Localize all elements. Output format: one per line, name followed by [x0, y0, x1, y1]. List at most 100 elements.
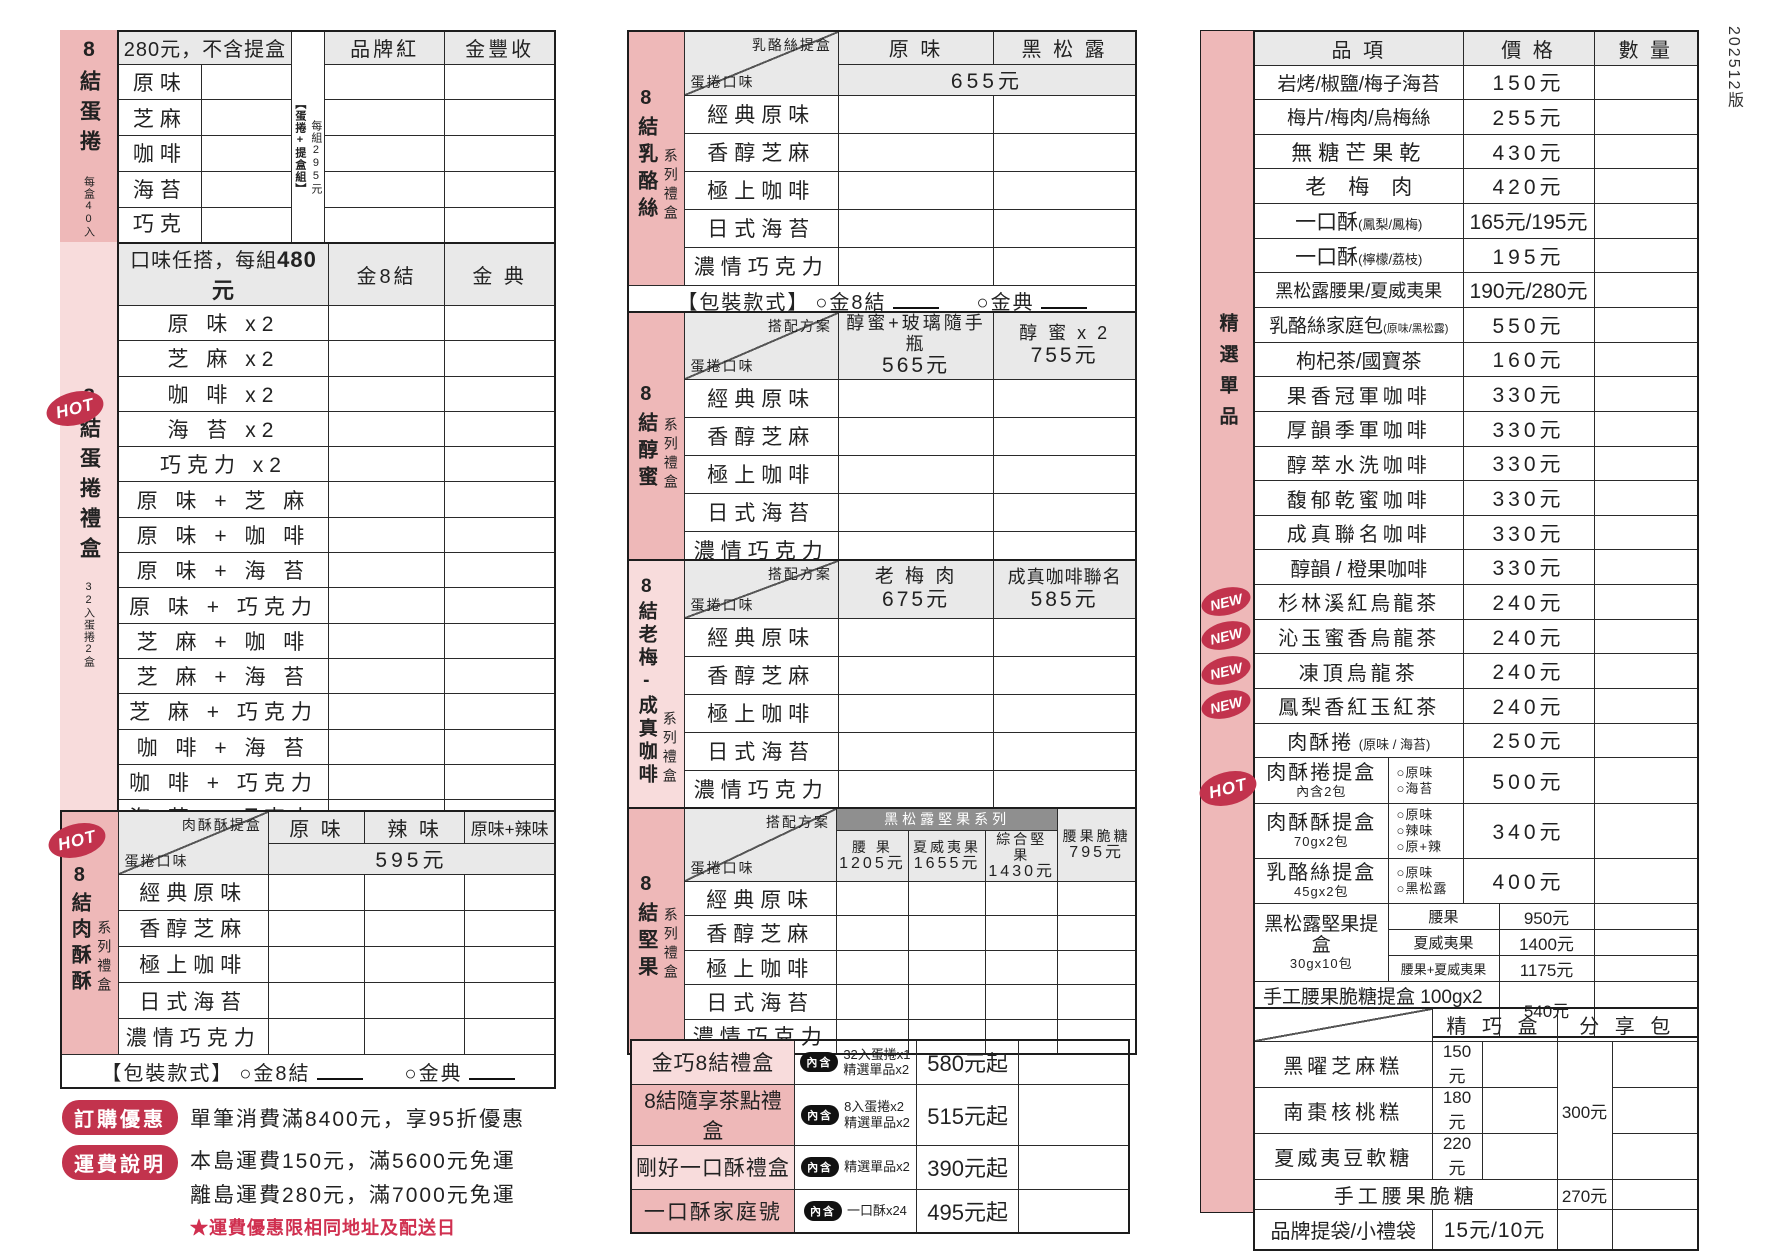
qty-cell[interactable] [1593, 549, 1699, 586]
qty-cell[interactable] [837, 378, 995, 418]
qty-cell[interactable] [327, 657, 446, 695]
qty-cell[interactable] [1593, 480, 1699, 516]
qty-cell[interactable] [327, 446, 446, 483]
packaging-option-gold8[interactable]: ○金8結 [239, 1062, 311, 1085]
qty-cell[interactable] [835, 881, 910, 917]
qty-cell[interactable] [327, 481, 446, 518]
option-truffle[interactable]: ○黑松露 [1396, 881, 1448, 897]
qty-cell[interactable] [907, 949, 987, 986]
qty-cell[interactable] [1611, 1132, 1699, 1180]
qty-cell[interactable] [1593, 757, 1699, 805]
option-mixed[interactable]: ○原+辣 [1396, 839, 1442, 855]
qty-cell[interactable] [1593, 410, 1699, 447]
qty-cell[interactable] [323, 135, 446, 172]
qty-cell[interactable] [464, 1018, 556, 1056]
qty-cell[interactable] [327, 728, 446, 765]
qty-cell[interactable] [837, 416, 995, 456]
qty-cell[interactable] [327, 552, 446, 589]
qty-cell[interactable] [444, 622, 556, 659]
qty-cell[interactable] [444, 340, 556, 377]
packaging-option-classic[interactable]: ○金典 [404, 1062, 463, 1085]
qty-cell[interactable] [1593, 803, 1699, 860]
qty-cell[interactable] [1057, 881, 1137, 917]
qty-cell[interactable] [907, 881, 987, 917]
qty-cell[interactable] [464, 873, 556, 911]
qty-cell[interactable] [1593, 514, 1699, 551]
qty-cell[interactable] [1481, 1132, 1558, 1180]
qty-cell[interactable] [1593, 133, 1699, 170]
qty-cell[interactable] [444, 99, 556, 137]
qty-cell[interactable] [1611, 1040, 1699, 1088]
qty-cell[interactable] [1556, 1208, 1613, 1251]
qty-cell[interactable] [993, 693, 1137, 733]
option-original[interactable]: ○原味 [1396, 764, 1434, 780]
qty-cell[interactable] [1018, 1188, 1130, 1234]
qty-cell[interactable] [1481, 1040, 1558, 1088]
qty-cell[interactable] [444, 657, 556, 695]
qty-cell[interactable] [1593, 376, 1699, 412]
qty-cell[interactable] [444, 693, 556, 730]
qty-cell[interactable] [993, 492, 1137, 532]
qty-cell[interactable] [444, 304, 556, 342]
qty-cell[interactable] [1611, 1208, 1699, 1251]
qty-cell[interactable] [1018, 1039, 1130, 1085]
qty-cell[interactable] [835, 984, 910, 1020]
qty-cell[interactable] [364, 982, 466, 1020]
qty-cell[interactable] [267, 945, 366, 984]
qty-cell[interactable] [837, 617, 995, 657]
qty-cell[interactable] [323, 170, 446, 208]
qty-cell[interactable] [464, 982, 556, 1020]
qty-cell[interactable] [1057, 915, 1137, 951]
qty-cell[interactable] [1593, 653, 1699, 690]
fill-in-blank[interactable] [1040, 291, 1087, 309]
qty-cell[interactable] [444, 516, 556, 554]
qty-cell[interactable] [985, 984, 1059, 1020]
qty-cell[interactable] [993, 731, 1137, 771]
qty-cell[interactable] [837, 731, 995, 771]
qty-cell[interactable] [267, 873, 366, 911]
qty-cell[interactable] [907, 984, 987, 1020]
qty-cell[interactable] [993, 769, 1137, 809]
qty-cell[interactable] [993, 378, 1137, 418]
option-original[interactable]: ○原味 [1396, 806, 1434, 822]
qty-cell[interactable] [327, 693, 446, 730]
qty-cell[interactable] [1057, 949, 1137, 986]
qty-cell[interactable] [1593, 903, 1699, 931]
qty-cell[interactable] [464, 945, 556, 984]
qty-cell[interactable] [323, 99, 446, 137]
option-spicy[interactable]: ○辣味 [1396, 823, 1434, 839]
qty-cell[interactable] [837, 655, 995, 695]
qty-cell[interactable] [1593, 955, 1699, 983]
qty-cell[interactable] [267, 1018, 366, 1056]
qty-cell[interactable] [327, 410, 446, 448]
qty-cell[interactable] [1593, 858, 1699, 905]
qty-cell[interactable] [327, 516, 446, 554]
qty-cell[interactable] [837, 170, 995, 210]
fill-in-blank[interactable] [468, 1062, 515, 1081]
qty-cell[interactable] [323, 63, 446, 101]
qty-cell[interactable] [985, 949, 1059, 986]
qty-cell[interactable] [1593, 203, 1699, 239]
qty-cell[interactable] [267, 982, 366, 1020]
qty-cell[interactable] [837, 94, 995, 134]
qty-cell[interactable] [444, 728, 556, 765]
qty-cell[interactable] [327, 622, 446, 659]
qty-cell[interactable] [985, 881, 1059, 917]
qty-cell[interactable] [993, 94, 1137, 134]
qty-cell[interactable] [837, 693, 995, 733]
qty-cell[interactable] [327, 304, 446, 342]
qty-cell[interactable] [444, 763, 556, 801]
qty-cell[interactable] [464, 909, 556, 947]
qty-cell[interactable] [364, 1018, 466, 1056]
qty-cell[interactable] [1593, 445, 1699, 482]
qty-cell[interactable] [1018, 1144, 1130, 1190]
qty-cell[interactable] [200, 135, 292, 172]
qty-cell[interactable] [837, 208, 995, 248]
qty-cell[interactable] [364, 873, 466, 911]
qty-cell[interactable] [837, 454, 995, 494]
qty-cell[interactable] [1611, 1086, 1699, 1134]
qty-cell[interactable] [327, 763, 446, 801]
qty-cell[interactable] [1593, 168, 1699, 205]
qty-cell[interactable] [993, 655, 1137, 695]
fill-in-blank[interactable] [892, 291, 939, 309]
